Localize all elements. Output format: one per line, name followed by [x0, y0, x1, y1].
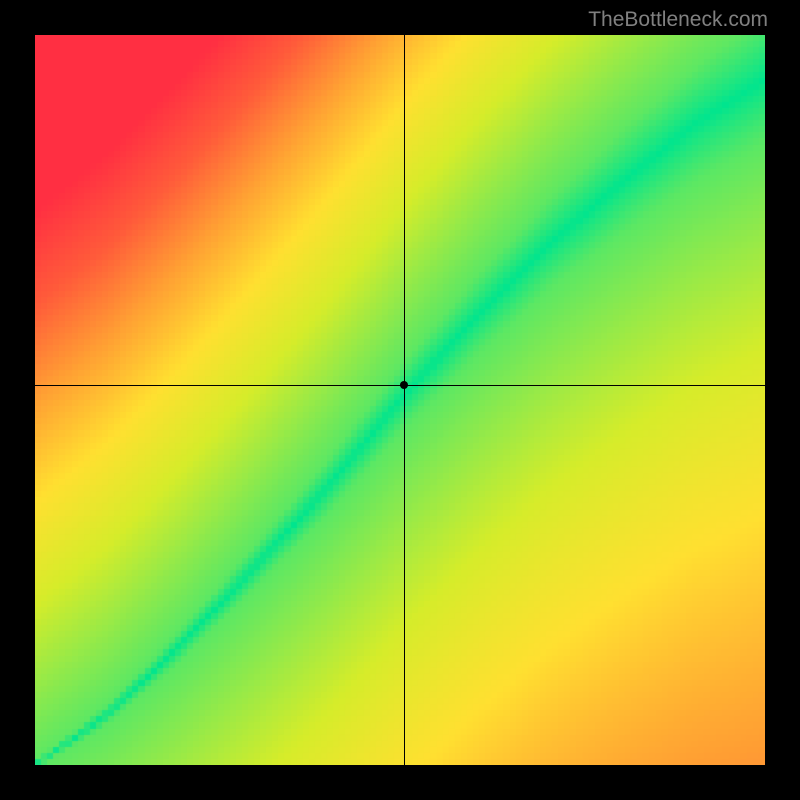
heatmap-plot [35, 35, 765, 765]
marker-dot [400, 381, 408, 389]
watermark-text: TheBottleneck.com [588, 8, 768, 32]
crosshair-vertical [404, 35, 405, 765]
heatmap-canvas [35, 35, 765, 765]
